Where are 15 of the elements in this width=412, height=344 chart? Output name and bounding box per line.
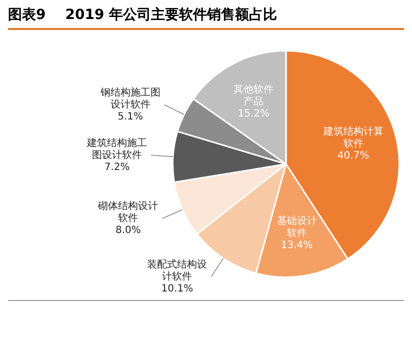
slice-label: 其他软件产品 — [234, 83, 274, 108]
data-label: 15.2% — [238, 108, 270, 120]
slice-label: 基础设计软件 — [276, 214, 317, 239]
data-label: 7.2% — [104, 162, 130, 173]
slice-label: 建筑结构施工图设计软件 — [86, 136, 148, 161]
slice-label: 装配式结构设计软件 — [147, 258, 208, 282]
slice-label: 砌体结构设计软件 — [97, 200, 158, 224]
data-label: 10.1% — [161, 283, 194, 294]
chart-title: 图表9 2019 年公司主要软件销售额占比 — [8, 6, 404, 30]
data-label: 13.4% — [280, 240, 313, 251]
data-label: 5.1% — [118, 112, 144, 122]
slice-label: 钢结构施工图设计软件 — [99, 86, 160, 110]
data-label: 8.0% — [115, 225, 141, 236]
data-label: 40.7% — [337, 150, 370, 162]
slice-label: 建筑结构计算软件 — [322, 126, 384, 150]
